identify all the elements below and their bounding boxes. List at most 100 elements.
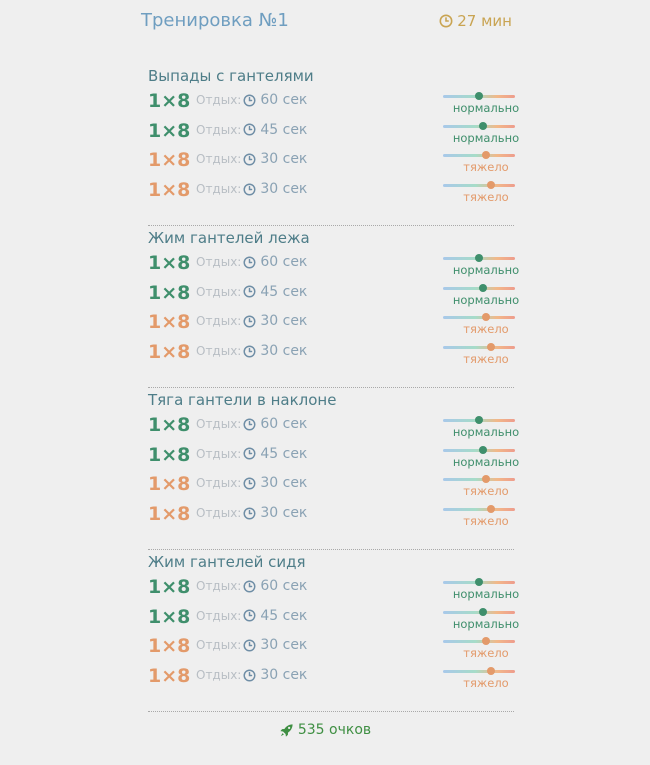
exercise-name: Жим гантелей лежа bbox=[148, 229, 310, 247]
set-row[interactable]: 1×8 Отдых: 60 сек нормально bbox=[148, 412, 519, 442]
rest-info: Отдых: 30 сек bbox=[196, 151, 307, 167]
rest-label: Отдых: bbox=[196, 284, 242, 299]
set-reps: 1×8 bbox=[148, 252, 191, 274]
intensity-slider: нормально bbox=[443, 445, 519, 470]
set-row[interactable]: 1×8 Отдых: 30 сек тяжело bbox=[148, 633, 515, 663]
rest-label: Отдых: bbox=[196, 417, 242, 431]
set-reps: 1×8 bbox=[148, 311, 191, 334]
intensity-label: нормально bbox=[452, 130, 520, 145]
rest-time: 60 сек bbox=[260, 92, 308, 108]
workout-duration: 27 мин bbox=[439, 12, 512, 30]
set-row[interactable]: 1×8 Отдых: 45 сек нормально bbox=[148, 118, 519, 148]
rest-time: 60 сек bbox=[260, 254, 308, 270]
set-row[interactable]: 1×8 Отдых: 30 сек тяжело bbox=[148, 501, 515, 531]
clock-icon bbox=[243, 579, 256, 593]
set-row[interactable]: 1×8 Отдых: 60 сек нормально bbox=[148, 88, 519, 118]
intensity-label: нормально bbox=[452, 616, 520, 631]
rest-time: 45 сек bbox=[260, 607, 308, 624]
rest-label: Отдых: bbox=[196, 93, 242, 107]
intensity-marker bbox=[487, 667, 496, 676]
rest-time: 30 сек bbox=[260, 505, 308, 522]
clock-icon bbox=[243, 123, 256, 136]
intensity-slider: нормально bbox=[443, 254, 519, 278]
workout-header: Тренировка №1 27 мин bbox=[0, 0, 650, 44]
set-row[interactable]: 1×8 Отдых: 45 сек нормально bbox=[148, 604, 519, 634]
rest-label: Отдых: bbox=[196, 344, 242, 359]
rest-info: Отдых: 30 сек bbox=[196, 343, 307, 359]
intensity-bar bbox=[443, 184, 515, 188]
exercise-block: Жим гантелей сидя 1×8 Отдых: 60 сек нормальн… bbox=[148, 550, 519, 712]
workout-title: Тренировка №1 bbox=[141, 10, 289, 31]
intensity-slider: нормально bbox=[443, 607, 519, 632]
set-row[interactable]: 1×8 Отдых: 45 сек нормально bbox=[148, 280, 519, 310]
intensity-slider: тяжело bbox=[443, 475, 515, 499]
set-reps: 1×8 bbox=[148, 635, 191, 658]
set-reps: 1×8 bbox=[148, 281, 191, 304]
intensity-label: нормально bbox=[452, 425, 520, 439]
exercise-block: Тяга гантели в наклоне 1×8 Отдых: 60 сек нор… bbox=[148, 388, 519, 550]
duration-text: 27 мин bbox=[457, 12, 512, 30]
intensity-slider: тяжело bbox=[443, 151, 515, 175]
exercise-name: Выпады с гантелями bbox=[148, 67, 314, 85]
rest-info: Отдых: 45 сек bbox=[196, 122, 307, 138]
rest-label: Отдых: bbox=[196, 255, 242, 269]
intensity-label: тяжело bbox=[463, 190, 509, 205]
exercise-name: Жим гантелей сидя bbox=[148, 553, 306, 571]
clock-icon bbox=[243, 183, 256, 196]
set-row[interactable]: 1×8 Отдых: 30 сек тяжело bbox=[148, 309, 515, 339]
intensity-label: тяжело bbox=[463, 160, 509, 175]
intensity-bar bbox=[443, 478, 515, 482]
rest-info: Отдых: 45 сек bbox=[196, 446, 307, 462]
intensity-label: нормально bbox=[452, 454, 520, 469]
rest-time: 30 сек bbox=[260, 343, 308, 360]
intensity-bar bbox=[443, 346, 515, 350]
rest-info: Отдых: 60 сек bbox=[196, 416, 307, 432]
clock-icon bbox=[243, 447, 256, 460]
clock-icon bbox=[243, 345, 256, 358]
intensity-bar bbox=[443, 316, 515, 320]
rest-time: 30 сек bbox=[260, 313, 308, 330]
rest-time: 30 сек bbox=[260, 667, 308, 684]
intensity-marker bbox=[475, 416, 483, 424]
set-row[interactable]: 1×8 Отдых: 60 сек нормально bbox=[148, 250, 519, 280]
intensity-slider: нормально bbox=[443, 92, 519, 116]
intensity-marker bbox=[475, 254, 483, 262]
set-row[interactable]: 1×8 Отдых: 60 сек нормально bbox=[148, 574, 519, 604]
intensity-label: тяжело bbox=[463, 484, 509, 499]
rest-label: Отдых: bbox=[196, 122, 242, 137]
set-row[interactable]: 1×8 Отдых: 30 сек тяжело bbox=[148, 471, 515, 501]
rest-time: 30 сек bbox=[260, 637, 308, 654]
intensity-marker bbox=[478, 445, 487, 454]
points-text: 535 очков bbox=[297, 722, 372, 738]
clock-icon bbox=[243, 507, 256, 520]
intensity-slider: нормально bbox=[443, 578, 519, 602]
rest-time: 45 сек bbox=[260, 121, 308, 138]
set-row[interactable]: 1×8 Отдых: 30 сек тяжело bbox=[148, 147, 515, 177]
divider bbox=[148, 225, 514, 226]
set-row[interactable]: 1×8 Отдых: 45 сек нормально bbox=[148, 442, 519, 472]
rest-label: Отдых: bbox=[196, 638, 242, 653]
rest-label: Отдых: bbox=[196, 476, 242, 491]
clock-icon bbox=[243, 255, 256, 269]
set-reps: 1×8 bbox=[148, 90, 191, 112]
rest-info: Отдых: 30 сек bbox=[196, 313, 307, 329]
divider bbox=[148, 549, 514, 550]
set-row[interactable]: 1×8 Отдых: 30 сек тяжело bbox=[148, 663, 515, 693]
set-row[interactable]: 1×8 Отдых: 30 сек тяжело bbox=[148, 177, 515, 207]
exercise-list: Выпады с гантелями 1×8 Отдых: 60 сек нормаль… bbox=[148, 64, 519, 712]
points-footer: 535 очков bbox=[0, 722, 650, 738]
set-reps: 1×8 bbox=[148, 443, 191, 466]
set-reps: 1×8 bbox=[148, 576, 191, 598]
intensity-label: нормально bbox=[452, 263, 520, 277]
intensity-bar bbox=[443, 640, 515, 644]
set-row[interactable]: 1×8 Отдых: 30 сек тяжело bbox=[148, 339, 515, 369]
set-reps: 1×8 bbox=[148, 119, 191, 142]
set-reps: 1×8 bbox=[148, 503, 191, 526]
clock-icon bbox=[243, 609, 256, 622]
intensity-slider: тяжело bbox=[443, 181, 515, 205]
set-reps: 1×8 bbox=[148, 179, 191, 202]
intensity-slider: тяжело bbox=[443, 637, 515, 661]
rest-time: 60 сек bbox=[260, 578, 308, 594]
clock-icon bbox=[243, 315, 256, 328]
rest-time: 45 сек bbox=[260, 283, 308, 300]
